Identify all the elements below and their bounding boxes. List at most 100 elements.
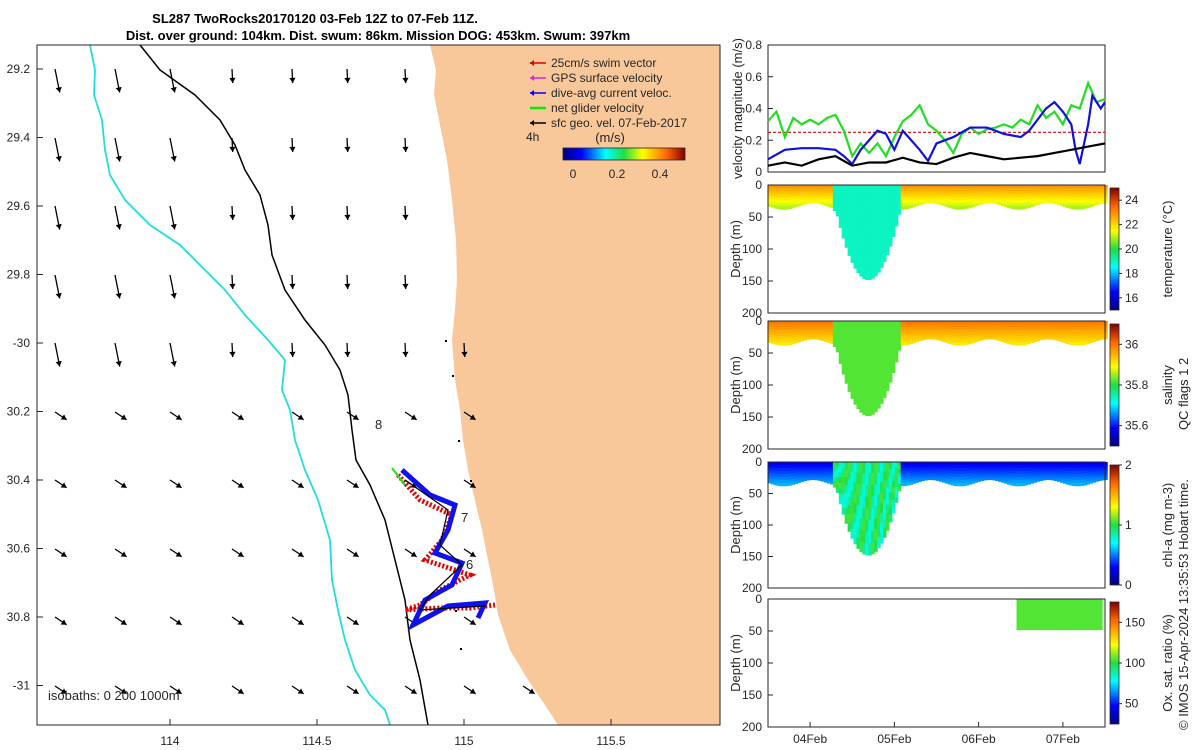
legend-label-net: net glider velocity [551, 101, 644, 115]
section-cell [974, 321, 978, 324]
section-cell [1018, 462, 1023, 466]
section-cell [779, 339, 784, 343]
section-cell [927, 468, 931, 472]
section-cell [832, 477, 837, 482]
section-cell [818, 323, 822, 327]
section-cell [1084, 602, 1088, 608]
section-cell [779, 342, 784, 346]
section-cell [1039, 478, 1043, 481]
section-cell [1021, 205, 1026, 210]
section-cell [1012, 202, 1017, 207]
section-cell [1083, 193, 1088, 198]
section-cell [947, 204, 952, 208]
section-cell [1006, 199, 1011, 203]
section-cell [977, 471, 981, 475]
section-cell [909, 326, 914, 330]
section-cell [1025, 606, 1029, 611]
section-cell [891, 353, 896, 361]
section-cell [871, 332, 875, 345]
section-cell [877, 483, 881, 495]
section-cell [1098, 330, 1102, 334]
section-cell [1042, 475, 1046, 479]
section-cell [800, 197, 804, 201]
geostrophic-vector-head [297, 414, 304, 420]
section-cell [986, 185, 990, 188]
section-cell [1048, 323, 1052, 326]
section-cell [950, 470, 955, 474]
section-cell [1104, 196, 1108, 199]
section-cell [965, 205, 970, 209]
section-cell [785, 194, 790, 198]
colorbar-tick-label: 16 [1125, 291, 1139, 305]
section-cell [1060, 602, 1065, 608]
section-cell [983, 323, 987, 326]
section-cell [812, 336, 816, 340]
section-cell [912, 467, 917, 471]
section-cell [794, 480, 799, 484]
section-cell [941, 328, 946, 332]
section-cell [1045, 191, 1049, 195]
section-cell [1042, 185, 1046, 188]
section-cell [868, 220, 872, 233]
section-cell [897, 335, 902, 340]
section-cell [971, 190, 976, 194]
section-cell [794, 321, 799, 325]
section-cell [927, 325, 931, 329]
section-cell [947, 187, 952, 192]
section-cell [821, 192, 825, 196]
section-cell [1062, 462, 1067, 466]
section-cell [1045, 193, 1049, 197]
section-cell [1012, 199, 1017, 204]
section-cell [800, 333, 804, 337]
section-cell [1092, 477, 1096, 481]
section-cell [1009, 321, 1014, 325]
section-cell [806, 473, 810, 476]
section-cell [1048, 329, 1052, 333]
map-y-tick-label: 29.2 [7, 62, 31, 76]
section-cell [930, 464, 934, 467]
section-cell [844, 231, 849, 240]
section-cell [1003, 321, 1008, 325]
section-cell [1030, 190, 1034, 194]
section-cell [770, 326, 775, 330]
section-cell [1016, 625, 1021, 631]
section-cell [1012, 338, 1017, 343]
section-cell [847, 338, 852, 348]
section-cell [785, 188, 790, 192]
section-cell [1096, 618, 1100, 623]
section-cell [915, 479, 919, 483]
section-cell [883, 462, 887, 472]
section-cell [818, 201, 822, 205]
title-line-1: SL287 TwoRocks20170120 03-Feb 12Z to 07-… [152, 11, 478, 26]
section-cell [850, 471, 855, 482]
section-cell [1062, 334, 1067, 338]
geostrophic-vector-head [289, 77, 296, 83]
section-cell [838, 358, 843, 364]
geostrophic-vector-head [120, 688, 127, 694]
section-cell [1071, 338, 1076, 343]
section-cell [965, 479, 970, 483]
section-cell [862, 485, 866, 497]
geostrophic-vector-head [402, 77, 409, 83]
section-cell [1092, 202, 1096, 206]
section-cell [983, 466, 987, 470]
section-cell [1065, 473, 1070, 477]
section-cell [1048, 468, 1052, 472]
section-cell [924, 189, 928, 193]
section-cell [862, 402, 866, 415]
section-cell [944, 475, 949, 479]
section-cell [779, 203, 784, 207]
section-cell [912, 331, 917, 335]
section-cell [906, 185, 911, 189]
section-cell [906, 196, 911, 201]
section-cell [1009, 338, 1014, 342]
section-cell [1083, 321, 1088, 325]
section-cell [1033, 339, 1037, 343]
section-cell [883, 321, 887, 331]
section-cell [995, 187, 999, 191]
section-cell [947, 462, 952, 466]
section-cell [1101, 323, 1105, 326]
colorbar-tick-label: 22 [1125, 218, 1139, 232]
section-cell [1077, 327, 1082, 331]
section-cell [821, 199, 825, 203]
